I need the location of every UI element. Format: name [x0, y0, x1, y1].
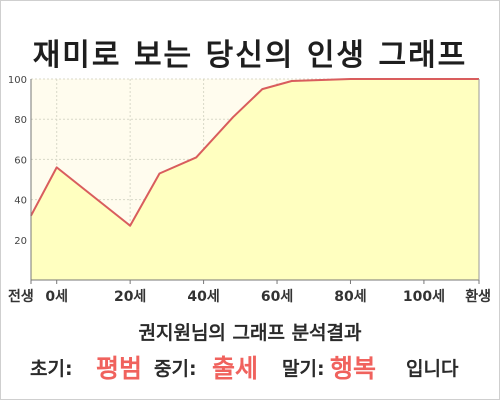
y-tick-label: 20 [14, 236, 27, 247]
late-value: 행복 [330, 354, 377, 383]
x-tick-labels: 전생 0세 20세 40세 60세 80세 100세 환생 [8, 288, 491, 305]
early-value: 평범 [96, 354, 143, 383]
early-label: 초기: [30, 358, 73, 380]
late-label: 말기: [282, 358, 325, 380]
mid-label: 중기: [154, 358, 197, 380]
x-tick-label: 20세 [114, 289, 146, 305]
y-tick-label: 100 [8, 75, 27, 86]
axes [30, 79, 480, 284]
y-tick-label: 60 [14, 155, 27, 166]
x-tick-label: 40세 [187, 289, 219, 305]
analysis-subtitle: 권지원님의 그래프 분석결과 [138, 322, 362, 344]
x-tick-label: 0세 [45, 289, 68, 305]
area-fill [31, 79, 479, 280]
x-tick-label: 100세 [403, 289, 445, 305]
x-tick-label: 환생 [465, 288, 491, 305]
result-suffix: 입니다 [406, 358, 459, 380]
x-tick-label: 전생 [8, 288, 34, 305]
x-tick-label: 60세 [261, 289, 293, 305]
chart-title: 재미로 보는 당신의 인생 그래프 [32, 38, 468, 73]
x-tick-label: 80세 [334, 289, 366, 305]
y-tick-label: 80 [14, 115, 27, 126]
series-line [30, 78, 479, 227]
life-graph-chart: 20 40 60 80 100 전생 0세 20세 40세 60세 80세 100세 환생 [8, 75, 491, 305]
mid-value: 출세 [212, 354, 259, 383]
y-tick-labels: 20 40 60 80 100 [8, 75, 27, 247]
y-tick-label: 40 [14, 196, 27, 207]
